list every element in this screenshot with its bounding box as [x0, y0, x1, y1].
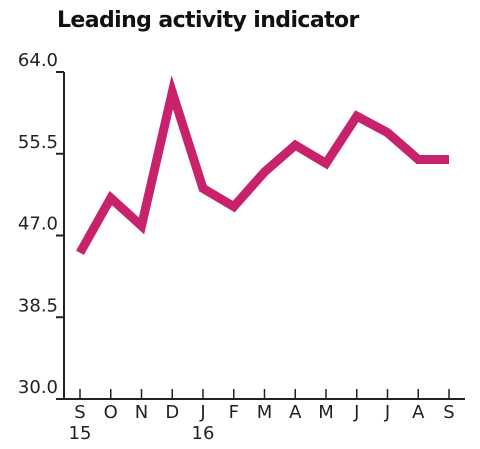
- y-axis: 30.0 38.5 47.0 55.5 64.0: [18, 50, 65, 400]
- y-tick-label: 64.0: [18, 50, 58, 71]
- series-line: [76, 75, 449, 256]
- x-tick-label: S: [74, 402, 85, 423]
- x-tick-label: A: [412, 402, 425, 423]
- x-tick-label: F: [229, 402, 239, 423]
- x-tick-label: N: [135, 402, 148, 423]
- x-year-label: 16: [192, 423, 215, 444]
- y-tick-label: 55.5: [18, 132, 58, 153]
- x-tick-label: O: [104, 402, 118, 423]
- x-year-label: 15: [69, 423, 92, 444]
- x-tick-label: J: [384, 402, 390, 423]
- x-tick-label: A: [289, 402, 302, 423]
- x-tick-label: S: [443, 402, 454, 423]
- x-tick-label: M: [257, 402, 273, 423]
- y-tick-label: 47.0: [18, 214, 58, 235]
- y-tick-label: 30.0: [18, 377, 58, 398]
- x-tick-label: J: [353, 402, 359, 423]
- x-tick-label: M: [318, 402, 334, 423]
- series-group: [76, 75, 449, 256]
- x-tick-label: D: [165, 402, 179, 423]
- y-tick-label: 38.5: [18, 295, 58, 316]
- chart-title: Leading activity indicator: [57, 8, 359, 33]
- x-tick-label: J: [199, 402, 205, 423]
